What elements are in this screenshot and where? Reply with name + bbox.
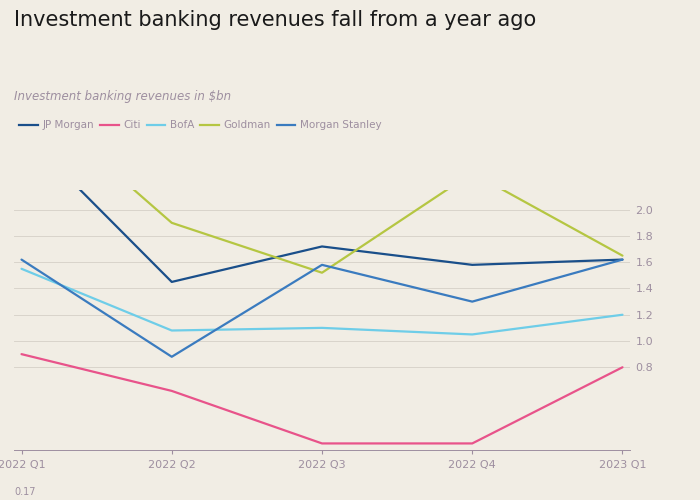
Morgan Stanley	[318, 262, 326, 268]
Goldman	[167, 220, 176, 226]
Text: Investment banking revenues fall from a year ago: Investment banking revenues fall from a …	[14, 10, 536, 30]
Legend: JP Morgan, Citi, BofA, Goldman, Morgan Stanley: JP Morgan, Citi, BofA, Goldman, Morgan S…	[19, 120, 382, 130]
Citi	[468, 440, 477, 446]
Citi	[18, 351, 26, 357]
Goldman	[318, 270, 326, 276]
Line: Citi: Citi	[22, 354, 622, 444]
Text: 0.17: 0.17	[14, 487, 36, 497]
Citi	[318, 440, 326, 446]
Line: JP Morgan: JP Morgan	[22, 131, 622, 282]
Text: Investment banking revenues in $bn: Investment banking revenues in $bn	[14, 90, 231, 103]
Goldman	[618, 252, 626, 258]
Citi	[167, 388, 176, 394]
Line: BofA: BofA	[22, 269, 622, 334]
Line: Goldman: Goldman	[22, 92, 622, 272]
BofA	[468, 332, 477, 338]
Goldman	[18, 88, 26, 94]
Citi	[618, 364, 626, 370]
BofA	[167, 328, 176, 334]
Morgan Stanley	[167, 354, 176, 360]
Morgan Stanley	[618, 256, 626, 262]
BofA	[618, 312, 626, 318]
JP Morgan	[18, 128, 26, 134]
Morgan Stanley	[468, 298, 477, 304]
JP Morgan	[618, 256, 626, 262]
JP Morgan	[468, 262, 477, 268]
Goldman	[468, 170, 477, 176]
JP Morgan	[318, 244, 326, 250]
BofA	[18, 266, 26, 272]
JP Morgan	[167, 279, 176, 285]
Morgan Stanley	[18, 256, 26, 262]
Line: Morgan Stanley: Morgan Stanley	[22, 260, 622, 357]
BofA	[318, 325, 326, 331]
